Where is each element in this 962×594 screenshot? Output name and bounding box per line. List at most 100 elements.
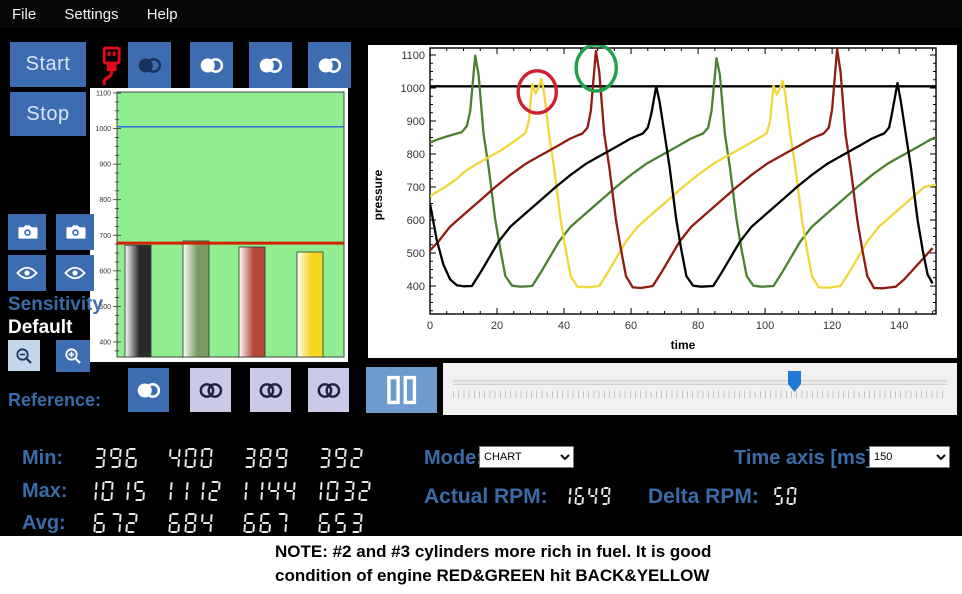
svg-text:100: 100 [756,320,774,332]
pause-button[interactable] [366,367,437,413]
series-cylinder-4-yellow [430,77,936,289]
bar-cyl4 [296,251,324,358]
svg-text:600: 600 [407,215,425,227]
svg-text:800: 800 [99,197,111,204]
series-cylinder-2-green [430,54,936,288]
svg-text:20: 20 [491,320,503,332]
mode-select[interactable]: CHART [479,446,574,468]
svg-text:1000: 1000 [95,126,111,133]
channel-1-toggle[interactable] [128,42,171,88]
note-strip: NOTE: #2 and #3 cylinders more rich in f… [0,536,962,594]
toggle-on-icon [200,57,223,73]
svg-text:900: 900 [407,116,425,128]
bar-chart: 400 500 600 700 800 900 1000 1100 [90,88,348,362]
slider-thumb[interactable] [788,371,801,392]
toggle-on-icon [259,57,282,73]
svg-text:700: 700 [99,233,111,240]
toggle-off-icon [317,382,340,398]
reference-2-toggle[interactable] [190,368,231,412]
view-button-2[interactable] [56,255,94,291]
view-button-1[interactable] [8,255,46,291]
time-scrollbar[interactable] [443,363,957,415]
toggle-on-icon [137,382,160,398]
channel-4-toggle[interactable] [308,42,351,88]
max-value-cyl1 [82,481,148,506]
zoom-in-button[interactable] [56,340,90,372]
avg-value-cyl2 [157,513,223,538]
avg-value-cyl4 [307,513,373,538]
eye-icon [16,266,38,280]
reference-label: Reference: [8,390,102,410]
camera-icon [65,225,86,239]
camera-icon [17,225,38,239]
annotation-circle-1 [574,45,619,93]
note-line-1: NOTE: #2 and #3 cylinders more rich in f… [275,542,712,561]
svg-text:700: 700 [407,182,425,194]
annotation-circle-0 [516,69,559,115]
min-value-cyl1 [82,448,148,473]
eye-icon [64,266,86,280]
svg-text:140: 140 [890,320,908,332]
reference-3-toggle[interactable] [250,368,291,412]
menu-bar: File Settings Help [0,0,962,28]
actual-rpm-label: Actual RPM: [424,485,548,508]
snapshot-button-1[interactable] [8,214,46,250]
reference-4-toggle[interactable] [308,368,349,412]
start-button[interactable]: Start [10,42,86,87]
menu-file[interactable]: File [12,6,37,23]
min-value-cyl3 [232,448,298,473]
pressure-time-chart: 0 20 40 60 80 100 120 140 400 500 600 700 800 900 1000… [368,45,957,358]
min-value-cyl2 [157,448,223,473]
menu-settings[interactable]: Settings [64,6,119,23]
y-axis-title: pressure [371,169,385,220]
channel-3-toggle[interactable] [249,42,292,88]
svg-text:400: 400 [407,281,425,293]
slider-ticks [453,391,947,398]
slider-track[interactable] [453,380,947,385]
x-axis-title: time [671,338,696,352]
sensitivity-value: Default [8,317,73,338]
svg-text:400: 400 [99,339,111,346]
series-cylinder-1-black [430,81,934,288]
pause-icon [386,375,416,405]
menu-help[interactable]: Help [146,6,178,23]
actual-rpm-value [560,487,612,510]
bar-cyl1 [124,244,152,358]
svg-text:120: 120 [823,320,841,332]
snapshot-button-2[interactable] [56,214,94,250]
zoom-out-button[interactable] [8,340,40,371]
channel-2-toggle[interactable] [190,42,233,88]
note-line-2: condition of engine RED&GREEN hit BACK&Y… [275,566,710,585]
sensitivity-label: Sensitivity [8,294,104,315]
delta-rpm-label: Delta RPM: [648,485,759,508]
max-value-cyl3 [232,481,298,506]
toggle-on-icon [138,57,161,73]
magnifier-minus-icon [16,347,32,364]
avg-label: Avg: [22,512,66,534]
svg-text:1000: 1000 [401,83,425,95]
delta-rpm-value [772,487,798,510]
bar-cyl3 [238,246,266,358]
max-value-cyl2 [157,481,223,506]
stop-button[interactable]: Stop [10,92,86,136]
svg-text:60: 60 [625,320,637,332]
avg-value-cyl1 [82,513,148,538]
bar-cyl2 [182,240,210,358]
svg-text:800: 800 [407,149,425,161]
toggle-off-icon [259,382,282,398]
time-axis-select[interactable]: 150 [869,446,950,468]
svg-text:40: 40 [558,320,570,332]
svg-text:1100: 1100 [96,91,111,98]
reference-1-toggle[interactable] [128,368,169,412]
svg-text:900: 900 [99,162,111,169]
mode-label: Mode: [424,447,483,469]
max-label: Max: [22,480,68,502]
min-value-cyl4 [307,448,373,473]
max-value-cyl4 [307,481,373,506]
time-axis-label: Time axis [ms]: [734,447,880,469]
svg-text:80: 80 [692,320,704,332]
magnifier-plus-icon [65,348,81,364]
toggle-off-icon [199,382,222,398]
min-label: Min: [22,447,64,469]
